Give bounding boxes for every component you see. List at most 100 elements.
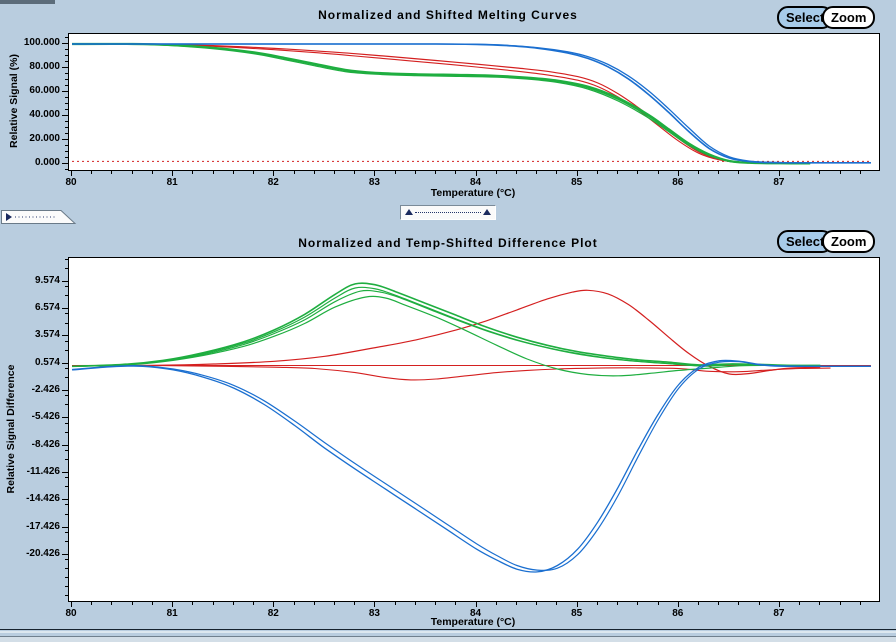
x-minor-tick <box>536 602 538 605</box>
temp-shift-range-slider[interactable] <box>400 205 496 220</box>
slider-right-arrow-icon[interactable] <box>483 209 491 215</box>
series-red-dip <box>71 364 831 381</box>
x-tick-label: 85 <box>571 608 583 619</box>
x-minor-tick <box>698 602 699 605</box>
x-minor-tick <box>839 602 841 605</box>
x-minor-tick <box>859 602 861 605</box>
series-blue-1 <box>71 359 871 573</box>
y-minor-tick <box>65 349 68 351</box>
x-minor-tick <box>192 602 194 605</box>
x-minor-tick <box>253 171 255 174</box>
series-green-4 <box>71 295 801 377</box>
y-tick-label: 0.574 <box>34 356 60 368</box>
bottom-divider-line <box>0 629 896 630</box>
x-tick <box>576 602 578 607</box>
difference-plot[interactable] <box>68 257 880 602</box>
slider-dotted-track <box>415 212 481 213</box>
x-minor-tick <box>394 602 396 605</box>
y-minor-tick <box>65 404 68 406</box>
x-tick <box>576 171 578 176</box>
pan-handle-slider[interactable] <box>1 209 79 226</box>
x-tick <box>172 602 174 607</box>
x-tick-label: 84 <box>469 608 482 619</box>
bottom-zoom-button[interactable]: Zoom <box>822 230 876 253</box>
series-green-2 <box>71 286 821 367</box>
x-tick-label: 82 <box>267 177 279 188</box>
x-minor-tick <box>212 171 214 174</box>
y-tick-label: -5.426 <box>31 411 60 423</box>
x-minor-tick <box>192 171 194 174</box>
x-minor-tick <box>839 171 841 174</box>
top-zoom-button[interactable]: Zoom <box>822 6 876 29</box>
y-tick <box>62 138 68 140</box>
x-minor-tick <box>738 171 740 174</box>
x-tick-label: 85 <box>571 177 583 188</box>
x-tick <box>677 602 679 607</box>
y-minor-tick <box>65 258 68 260</box>
y-tick-label: -20.426 <box>26 547 60 559</box>
x-minor-tick <box>253 602 255 605</box>
series-green-2 <box>71 43 811 165</box>
y-tick <box>62 90 68 92</box>
bottom-select-button[interactable]: Select <box>777 230 834 253</box>
bottom-panel-edge[interactable] <box>0 636 896 642</box>
x-minor-tick <box>333 602 335 605</box>
x-minor-tick <box>394 171 396 174</box>
y-minor-tick <box>65 595 68 597</box>
x-tick <box>71 602 73 607</box>
x-minor-tick <box>354 602 356 605</box>
x-minor-tick <box>738 602 740 605</box>
y-tick-label: 6.574 <box>34 302 60 314</box>
x-minor-tick <box>617 602 619 605</box>
y-minor-tick <box>65 313 68 315</box>
x-tick-label: 81 <box>166 608 178 619</box>
series-green-3 <box>71 289 821 367</box>
x-tick <box>374 602 376 607</box>
melting-curves-plot[interactable] <box>68 33 880 171</box>
x-minor-tick <box>536 171 538 174</box>
top-chart-title: Normalized and Shifted Melting Curves <box>318 8 578 22</box>
y-tick-label: -14.426 <box>26 493 60 505</box>
y-minor-tick <box>65 458 68 460</box>
series-blue-2 <box>71 360 871 571</box>
y-minor-tick <box>65 36 68 38</box>
x-minor-tick <box>718 171 720 174</box>
panel-grab-bar[interactable] <box>0 0 55 4</box>
x-tick <box>172 171 174 176</box>
y-minor-tick <box>65 78 68 80</box>
x-tick <box>677 171 679 176</box>
x-minor-tick <box>212 602 214 605</box>
x-minor-tick <box>758 602 760 605</box>
y-tick-label: 80.000 <box>29 60 60 72</box>
pan-handle-arrow-icon[interactable] <box>6 213 12 221</box>
y-minor-tick <box>65 340 68 342</box>
bottom-x-axis-label: Temperature (°C) <box>430 616 516 628</box>
y-minor-tick <box>65 295 68 297</box>
x-minor-tick <box>414 171 416 174</box>
x-tick <box>273 602 275 607</box>
top-x-axis-label: Temperature (°C) <box>430 187 516 199</box>
x-tick-label: 86 <box>672 177 684 188</box>
slider-left-arrow-icon[interactable] <box>405 209 413 215</box>
y-tick <box>62 471 68 473</box>
y-minor-tick <box>65 322 68 324</box>
x-minor-tick <box>111 602 113 605</box>
x-tick <box>374 171 376 176</box>
x-minor-tick <box>435 602 437 605</box>
x-tick-label: 80 <box>65 177 77 188</box>
y-minor-tick <box>65 513 68 515</box>
x-tick <box>778 171 780 176</box>
bottom-divider-highlight <box>0 631 896 633</box>
y-tick-label: 20.000 <box>29 132 60 144</box>
y-minor-tick <box>65 156 68 158</box>
y-tick <box>62 66 68 68</box>
y-minor-tick <box>65 108 68 110</box>
x-minor-tick <box>617 171 619 174</box>
y-minor-tick <box>65 102 68 104</box>
y-minor-tick <box>65 96 68 98</box>
x-minor-tick <box>91 171 93 174</box>
y-tick-label: 0.000 <box>34 156 60 168</box>
y-tick-label: 100.000 <box>23 36 60 48</box>
pan-handle-body[interactable] <box>1 210 77 224</box>
x-minor-tick <box>637 171 639 174</box>
